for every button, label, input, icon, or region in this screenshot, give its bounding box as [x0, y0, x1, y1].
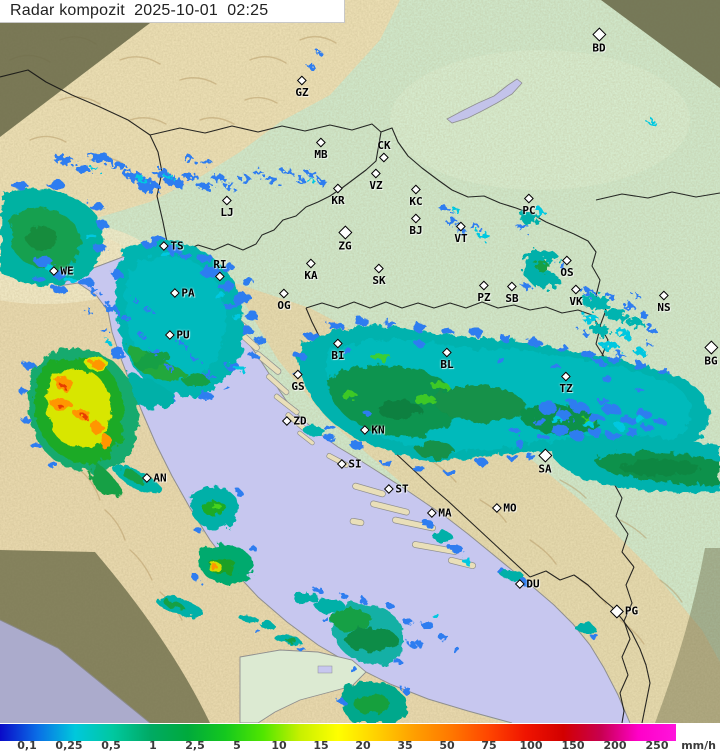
page-title: Radar kompozit 2025-10-01 02:25 — [10, 2, 269, 19]
precip-istria — [106, 236, 266, 404]
legend-tick: 100 — [519, 739, 543, 751]
legend-tick: 0,25 — [55, 739, 83, 751]
radar-map: GZ BD MB CK VZ KR KC LJ PC BJ VT ZG TS WE RI KA OS SK PA PZ… — [0, 0, 720, 723]
legend-tick: 200 — [603, 739, 627, 751]
precip-se-band — [511, 399, 720, 494]
legend-tick: 5 — [233, 739, 241, 751]
gargano-peninsula — [239, 649, 367, 723]
precip-slovenia-speckles — [55, 52, 655, 192]
legend-color-bar — [0, 724, 676, 741]
out-of-range-regions — [0, 0, 720, 723]
rain-rate-legend: 0,1 0,25 0,5 1 2,5 5 10 15 20 35 50 75 100 150 200 250 … — [0, 723, 720, 751]
legend-unit: mm/h — [681, 739, 716, 751]
legend-tick: 1 — [149, 739, 157, 751]
legend-tick: 50 — [439, 739, 455, 751]
legend-tick: 0,1 — [17, 739, 37, 751]
legend-tick: 75 — [481, 739, 497, 751]
legend-tick: 2,5 — [185, 739, 205, 751]
legend-tick-labels: 0,1 0,25 0,5 1 2,5 5 10 15 20 35 50 75 100 150 200 250 — [6, 740, 678, 751]
precip-italy-storm — [19, 348, 178, 497]
precip-ne-cells — [439, 205, 657, 365]
legend-tick: 250 — [645, 739, 669, 751]
radar-map-canvas — [0, 0, 720, 723]
legend-tick: 10 — [271, 739, 287, 751]
precipitation-layer — [0, 52, 720, 722]
precip-bosnia-band — [291, 318, 709, 475]
title-bar: Radar kompozit 2025-10-01 02:25 — [0, 0, 345, 23]
legend-tick: 35 — [397, 739, 413, 751]
legend-tick: 20 — [355, 739, 371, 751]
legend-tick: 0,5 — [101, 739, 121, 751]
legend-tick: 150 — [561, 739, 585, 751]
legend-tick: 15 — [313, 739, 329, 751]
lake-balaton — [446, 78, 523, 124]
precip-south-cells — [156, 425, 598, 722]
precip-ne-italy — [0, 180, 110, 294]
